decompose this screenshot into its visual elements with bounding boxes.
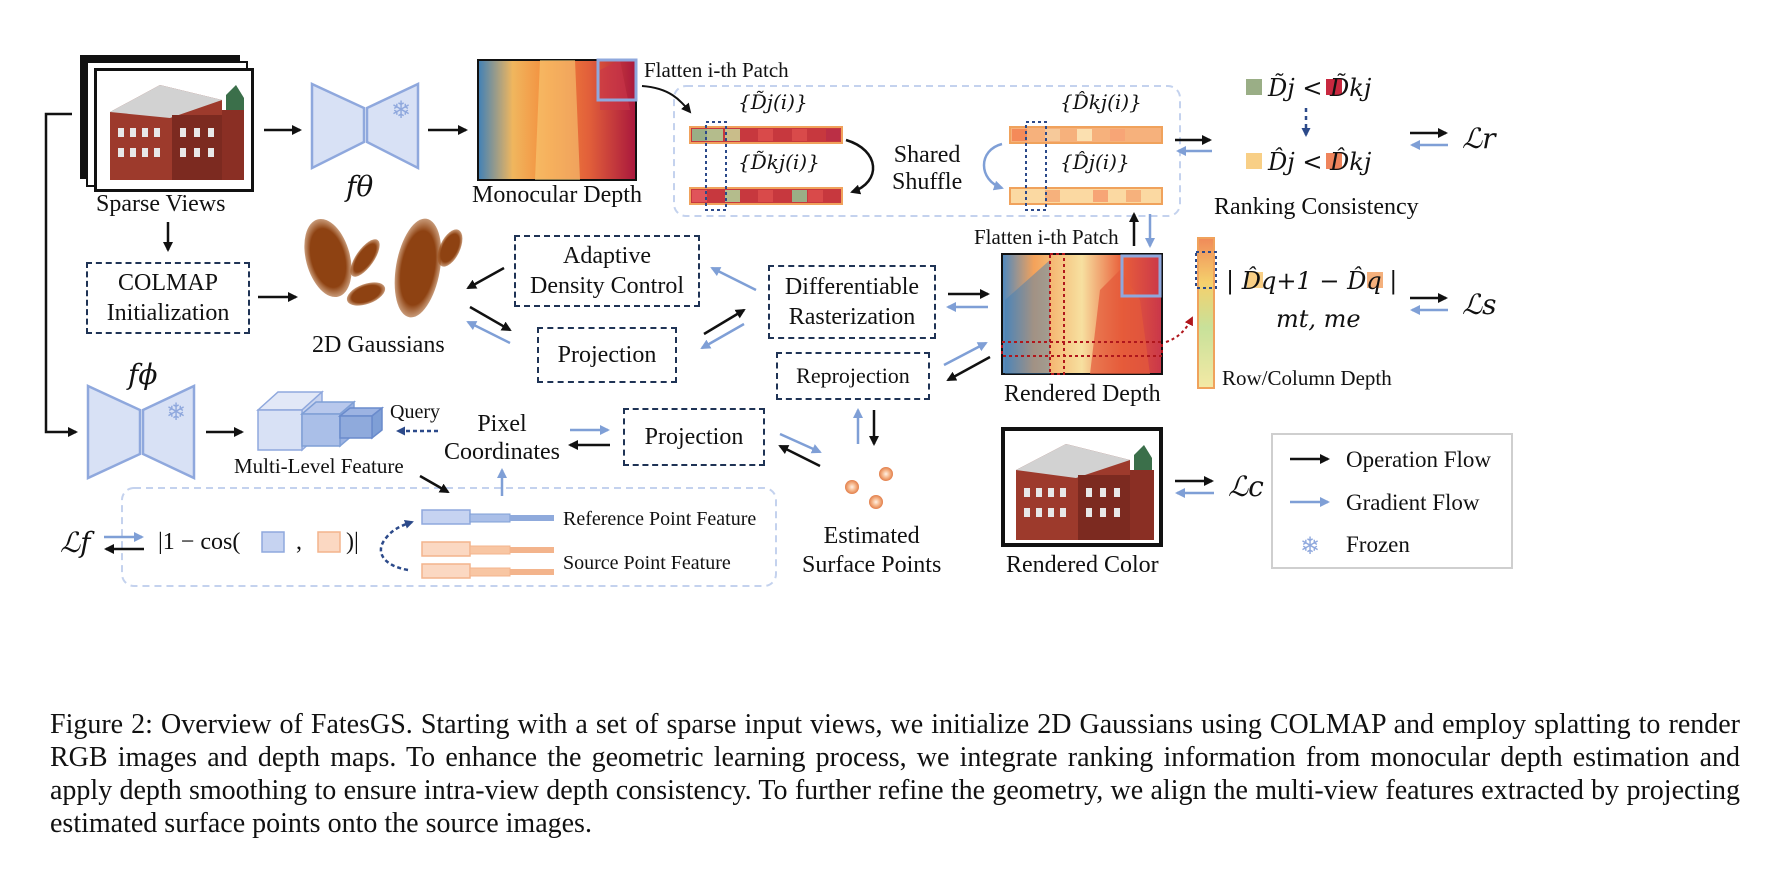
f-phi-label: fϕ: [128, 358, 158, 391]
snowflake-icon: ❄: [391, 98, 411, 124]
sparse-views-label: Sparse Views: [96, 191, 226, 217]
feature-cube-icon: [256, 390, 385, 452]
flatten-patch-top-label: Flatten i-th Patch: [644, 58, 789, 82]
patch-strip-d-tilde-j: [689, 126, 843, 144]
pixel-coordinates-label: Pixel Coordinates: [444, 411, 560, 465]
smoothness-expression: | D̂q+1 − D̂q |: [1226, 267, 1398, 295]
patch-strip-d-hat-j: [1009, 187, 1163, 205]
shared-shuffle-label: Shared Shuffle: [892, 142, 963, 195]
legend-operation-flow: Operation Flow: [1346, 447, 1492, 472]
loss-r: ℒr: [1462, 122, 1496, 155]
rendered-depth-label: Rendered Depth: [1004, 381, 1161, 407]
estimated-surface-points-label: Estimated Surface Points: [802, 523, 942, 578]
snowflake-icon: ❄: [1300, 534, 1320, 560]
legend-gradient-flow: Gradient Flow: [1346, 490, 1480, 515]
gaussians-2d-label: 2D Gaussians: [312, 332, 445, 358]
surface-point-icon: [879, 467, 893, 481]
rendered-depth-image: [1001, 253, 1163, 375]
d-tilde-kj-set: {D̃kj(i)}: [738, 150, 820, 174]
encoder-icon: [310, 82, 420, 171]
row-column-depth-bar: [1195, 237, 1217, 389]
cos-expr-comma: ,: [296, 529, 302, 555]
source-point-feature-label: Source Point Feature: [563, 552, 731, 574]
rendered-color-label: Rendered Color: [1006, 552, 1159, 578]
patch-strip-d-tilde-kj: [689, 187, 843, 205]
projection-mid-box: Projection: [537, 327, 677, 383]
encoder-f-phi: ❄: [86, 384, 196, 480]
smoothness-params: mt, me: [1276, 305, 1361, 333]
cos-expr-close: )|: [346, 529, 359, 555]
reference-point-feature-bar: [421, 509, 554, 525]
diff-raster-box: Differentiable Rasterization: [768, 265, 936, 339]
sparse-views-stack: [80, 55, 254, 192]
encoder-f-theta: ❄: [310, 82, 420, 171]
cos-expr-open: |1 − cos(: [158, 529, 241, 555]
rank-relation-bottom: D̂j < D̂kj: [1268, 148, 1372, 176]
multi-level-feature-label: Multi-Level Feature: [234, 454, 404, 478]
rank-relation-top: D̃j < D̃kj: [1268, 74, 1372, 102]
surface-point-icon: [869, 495, 883, 509]
encoder-icon: [86, 384, 196, 480]
d-hat-j-set: {D̂j(i)}: [1060, 150, 1130, 174]
figure-caption: Figure 2: Overview of FatesGS. Starting …: [50, 709, 1740, 839]
d-tilde-j-set: {D̃j(i)}: [738, 90, 808, 114]
building-photo-icon: [97, 71, 251, 189]
loss-s: ℒs: [1462, 288, 1497, 321]
surface-point-icon: [845, 480, 859, 494]
source-point-feature-bars: [421, 541, 554, 579]
snowflake-icon: ❄: [166, 400, 186, 426]
patch-strip-d-hat-kj: [1009, 126, 1163, 144]
projection-bottom-box: Projection: [623, 408, 765, 466]
ranking-consistency-label: Ranking Consistency: [1214, 194, 1419, 220]
flatten-patch-mid-label: Flatten i-th Patch: [974, 225, 1119, 249]
adaptive-density-box: Adaptive Density Control: [514, 235, 700, 307]
gaussian-ellipse-icon: [304, 218, 463, 318]
monocular-depth-label: Monocular Depth: [472, 182, 642, 208]
query-label: Query: [390, 401, 440, 423]
row-column-depth-label: Row/Column Depth: [1222, 366, 1392, 390]
rendered-color-image: [1001, 427, 1163, 547]
loss-c: ℒc: [1228, 470, 1264, 503]
reprojection-box: Reprojection: [776, 352, 930, 400]
d-hat-kj-set: {D̂kj(i)}: [1060, 90, 1142, 114]
pipeline-diagram: ❄: [44, 55, 1513, 587]
colmap-init-box: COLMAP Initialization: [86, 262, 250, 334]
loss-f: ℒf: [60, 526, 91, 559]
depth-map-icon: [477, 58, 638, 181]
legend-frozen: Frozen: [1346, 532, 1410, 557]
f-theta-label: fθ: [346, 170, 374, 203]
reference-point-feature-label: Reference Point Feature: [563, 508, 757, 530]
